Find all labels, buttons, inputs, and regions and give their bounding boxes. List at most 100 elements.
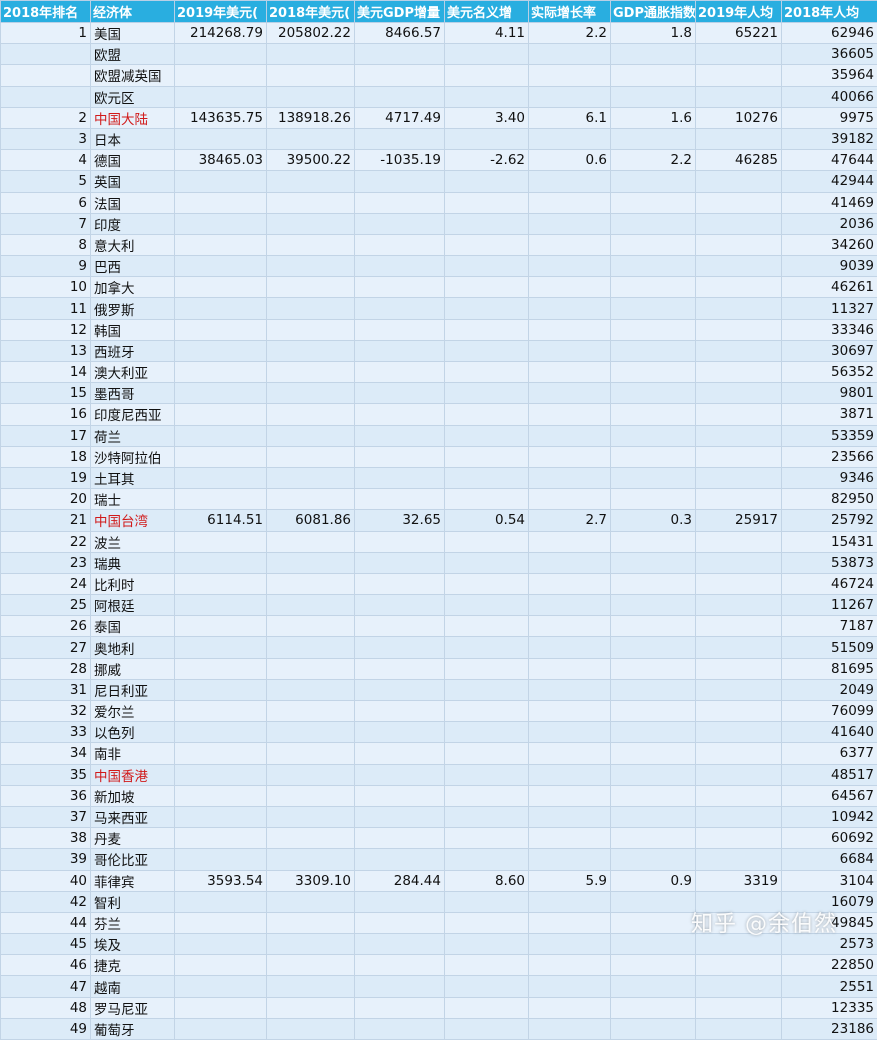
gdp-increment-cell[interactable] bbox=[355, 912, 445, 933]
gdp-deflator-cell[interactable] bbox=[611, 256, 696, 277]
gdp-deflator-cell[interactable] bbox=[611, 383, 696, 404]
gdp-2018-cell[interactable] bbox=[267, 467, 355, 488]
gdp-2018-cell[interactable]: 39500.22 bbox=[267, 150, 355, 171]
rank-cell[interactable]: 9 bbox=[1, 256, 91, 277]
gdp-2019-cell[interactable] bbox=[175, 806, 267, 827]
gdp-increment-cell[interactable] bbox=[355, 595, 445, 616]
economy-cell[interactable]: 法国 bbox=[91, 192, 175, 213]
per-capita-2018-cell[interactable]: 9039 bbox=[782, 256, 877, 277]
per-capita-2019-cell[interactable] bbox=[696, 277, 782, 298]
real-growth-cell[interactable] bbox=[529, 658, 611, 679]
gdp-2018-cell[interactable]: 6081.86 bbox=[267, 510, 355, 531]
gdp-increment-cell[interactable] bbox=[355, 277, 445, 298]
gdp-increment-cell[interactable] bbox=[355, 658, 445, 679]
header-per-capita-2018[interactable]: 2018年人均 bbox=[782, 1, 877, 23]
per-capita-2018-cell[interactable]: 25792 bbox=[782, 510, 877, 531]
gdp-deflator-cell[interactable] bbox=[611, 785, 696, 806]
gdp-2019-cell[interactable] bbox=[175, 658, 267, 679]
per-capita-2019-cell[interactable] bbox=[696, 446, 782, 467]
real-growth-cell[interactable] bbox=[529, 891, 611, 912]
real-growth-cell[interactable] bbox=[529, 277, 611, 298]
rank-cell[interactable]: 42 bbox=[1, 891, 91, 912]
gdp-deflator-cell[interactable] bbox=[611, 552, 696, 573]
nominal-growth-cell[interactable] bbox=[445, 934, 529, 955]
economy-cell[interactable]: 新加坡 bbox=[91, 785, 175, 806]
rank-cell[interactable]: 11 bbox=[1, 298, 91, 319]
gdp-2018-cell[interactable] bbox=[267, 531, 355, 552]
real-growth-cell[interactable]: 5.9 bbox=[529, 870, 611, 891]
gdp-increment-cell[interactable]: 32.65 bbox=[355, 510, 445, 531]
real-growth-cell[interactable] bbox=[529, 531, 611, 552]
nominal-growth-cell[interactable] bbox=[445, 891, 529, 912]
header-gdp-increment[interactable]: 美元GDP增量 bbox=[355, 1, 445, 23]
nominal-growth-cell[interactable] bbox=[445, 319, 529, 340]
gdp-2018-cell[interactable] bbox=[267, 785, 355, 806]
gdp-deflator-cell[interactable] bbox=[611, 446, 696, 467]
real-growth-cell[interactable]: 0.6 bbox=[529, 150, 611, 171]
per-capita-2019-cell[interactable] bbox=[696, 340, 782, 361]
nominal-growth-cell[interactable]: 3.40 bbox=[445, 107, 529, 128]
economy-cell[interactable]: 哥伦比亚 bbox=[91, 849, 175, 870]
gdp-deflator-cell[interactable] bbox=[611, 722, 696, 743]
economy-cell[interactable]: 马来西亚 bbox=[91, 806, 175, 827]
gdp-2018-cell[interactable] bbox=[267, 573, 355, 594]
gdp-increment-cell[interactable] bbox=[355, 552, 445, 573]
rank-cell[interactable]: 8 bbox=[1, 234, 91, 255]
gdp-increment-cell[interactable] bbox=[355, 637, 445, 658]
real-growth-cell[interactable] bbox=[529, 955, 611, 976]
per-capita-2019-cell[interactable] bbox=[696, 362, 782, 383]
per-capita-2018-cell[interactable]: 23186 bbox=[782, 1018, 877, 1039]
gdp-deflator-cell[interactable]: 0.9 bbox=[611, 870, 696, 891]
per-capita-2019-cell[interactable] bbox=[696, 658, 782, 679]
per-capita-2018-cell[interactable]: 82950 bbox=[782, 489, 877, 510]
nominal-growth-cell[interactable] bbox=[445, 404, 529, 425]
per-capita-2018-cell[interactable]: 76099 bbox=[782, 701, 877, 722]
gdp-2018-cell[interactable] bbox=[267, 595, 355, 616]
rank-cell[interactable]: 13 bbox=[1, 340, 91, 361]
gdp-increment-cell[interactable] bbox=[355, 256, 445, 277]
per-capita-2018-cell[interactable]: 9975 bbox=[782, 107, 877, 128]
economy-cell[interactable]: 葡萄牙 bbox=[91, 1018, 175, 1039]
gdp-2019-cell[interactable] bbox=[175, 976, 267, 997]
per-capita-2018-cell[interactable]: 6684 bbox=[782, 849, 877, 870]
economy-cell[interactable]: 中国香港 bbox=[91, 764, 175, 785]
economy-cell[interactable]: 意大利 bbox=[91, 234, 175, 255]
nominal-growth-cell[interactable] bbox=[445, 362, 529, 383]
gdp-deflator-cell[interactable] bbox=[611, 912, 696, 933]
real-growth-cell[interactable] bbox=[529, 489, 611, 510]
rank-cell[interactable]: 33 bbox=[1, 722, 91, 743]
economy-cell[interactable]: 丹麦 bbox=[91, 828, 175, 849]
gdp-deflator-cell[interactable] bbox=[611, 86, 696, 107]
gdp-deflator-cell[interactable] bbox=[611, 425, 696, 446]
economy-cell[interactable]: 爱尔兰 bbox=[91, 701, 175, 722]
rank-cell[interactable]: 4 bbox=[1, 150, 91, 171]
gdp-2019-cell[interactable] bbox=[175, 192, 267, 213]
gdp-2018-cell[interactable] bbox=[267, 446, 355, 467]
per-capita-2018-cell[interactable]: 48517 bbox=[782, 764, 877, 785]
real-growth-cell[interactable] bbox=[529, 44, 611, 65]
per-capita-2019-cell[interactable] bbox=[696, 997, 782, 1018]
gdp-2019-cell[interactable] bbox=[175, 679, 267, 700]
header-gdp-2019[interactable]: 2019年美元( bbox=[175, 1, 267, 23]
gdp-increment-cell[interactable] bbox=[355, 319, 445, 340]
gdp-2019-cell[interactable]: 143635.75 bbox=[175, 107, 267, 128]
nominal-growth-cell[interactable] bbox=[445, 806, 529, 827]
gdp-increment-cell[interactable] bbox=[355, 891, 445, 912]
economy-cell[interactable]: 奥地利 bbox=[91, 637, 175, 658]
gdp-increment-cell[interactable] bbox=[355, 489, 445, 510]
per-capita-2018-cell[interactable]: 3104 bbox=[782, 870, 877, 891]
gdp-deflator-cell[interactable] bbox=[611, 128, 696, 149]
gdp-deflator-cell[interactable] bbox=[611, 934, 696, 955]
gdp-2019-cell[interactable] bbox=[175, 467, 267, 488]
per-capita-2019-cell[interactable] bbox=[696, 679, 782, 700]
per-capita-2019-cell[interactable] bbox=[696, 319, 782, 340]
